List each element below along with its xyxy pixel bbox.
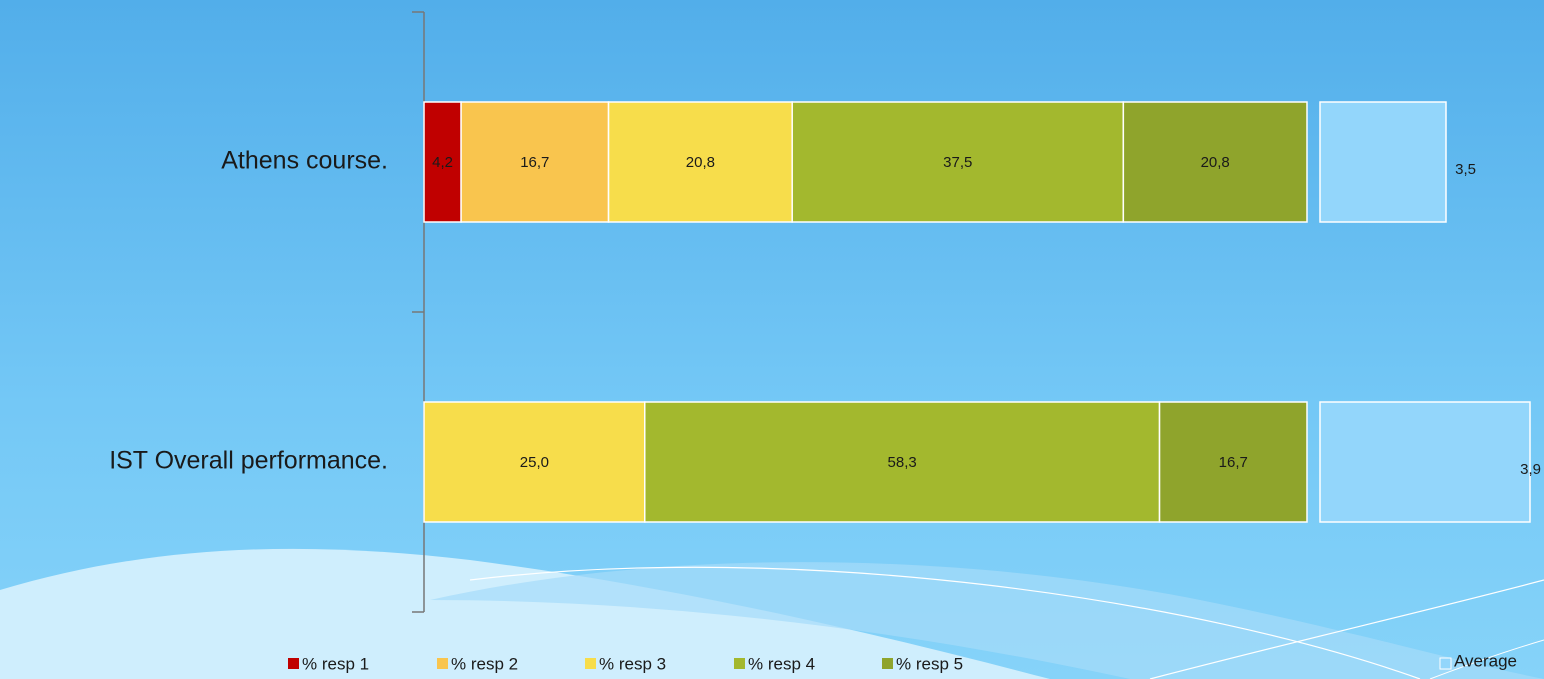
wave-line xyxy=(1149,579,1544,679)
legend-label: % resp 2 xyxy=(451,654,518,673)
wave-line xyxy=(1429,639,1544,679)
wave-light xyxy=(0,548,1050,679)
data-label: 58,3 xyxy=(888,454,917,471)
data-label: 20,8 xyxy=(686,154,715,171)
data-label: 25,0 xyxy=(520,454,549,471)
legend-swatch xyxy=(437,658,448,669)
legend-swatch xyxy=(882,658,893,669)
bar-segment xyxy=(1158,401,1308,523)
bar-segment xyxy=(423,101,462,223)
legend-label: % resp 3 xyxy=(599,654,666,673)
legend-label: % resp 4 xyxy=(748,654,815,673)
y-tick-label: IST Overall performance. xyxy=(109,447,388,475)
y-tick-label: Athens course. xyxy=(221,147,388,175)
data-label: 4,2 xyxy=(432,154,453,171)
bar-segment xyxy=(423,401,646,523)
average-bar xyxy=(1319,401,1531,523)
legend-label: % resp 1 xyxy=(302,654,369,673)
data-label: 16,7 xyxy=(520,154,549,171)
bar-segment xyxy=(644,401,1161,523)
legend-swatch xyxy=(288,658,299,669)
data-label: 3,9 xyxy=(1520,461,1541,478)
bar-segment xyxy=(1122,101,1308,223)
legend-swatch xyxy=(585,658,596,669)
data-label: 37,5 xyxy=(943,154,972,171)
data-label: 16,7 xyxy=(1219,454,1248,471)
average-bar xyxy=(1319,101,1447,223)
data-label: 20,8 xyxy=(1201,154,1230,171)
data-label: 3,5 xyxy=(1455,161,1476,178)
wave-line xyxy=(469,566,1421,679)
legend-label: Average xyxy=(1454,651,1517,670)
legend-swatch xyxy=(1439,657,1452,670)
legend-label: % resp 5 xyxy=(896,654,963,673)
bar-segment xyxy=(460,101,610,223)
legend-swatch xyxy=(734,658,745,669)
